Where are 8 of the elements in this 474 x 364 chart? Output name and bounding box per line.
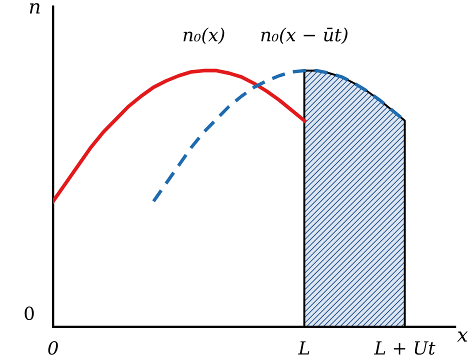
- x-axis-title: x: [457, 332, 468, 342]
- series-label: n₀(x − ūt): [261, 28, 348, 44]
- x-tick-label: 0: [48, 341, 58, 355]
- x-tick-label: L + Ut: [374, 341, 436, 355]
- series-label: n₀(x): [184, 28, 224, 44]
- y-axis-title: n: [30, 3, 40, 14]
- text: 0: [24, 306, 34, 320]
- x-tick-label: L: [298, 341, 310, 354]
